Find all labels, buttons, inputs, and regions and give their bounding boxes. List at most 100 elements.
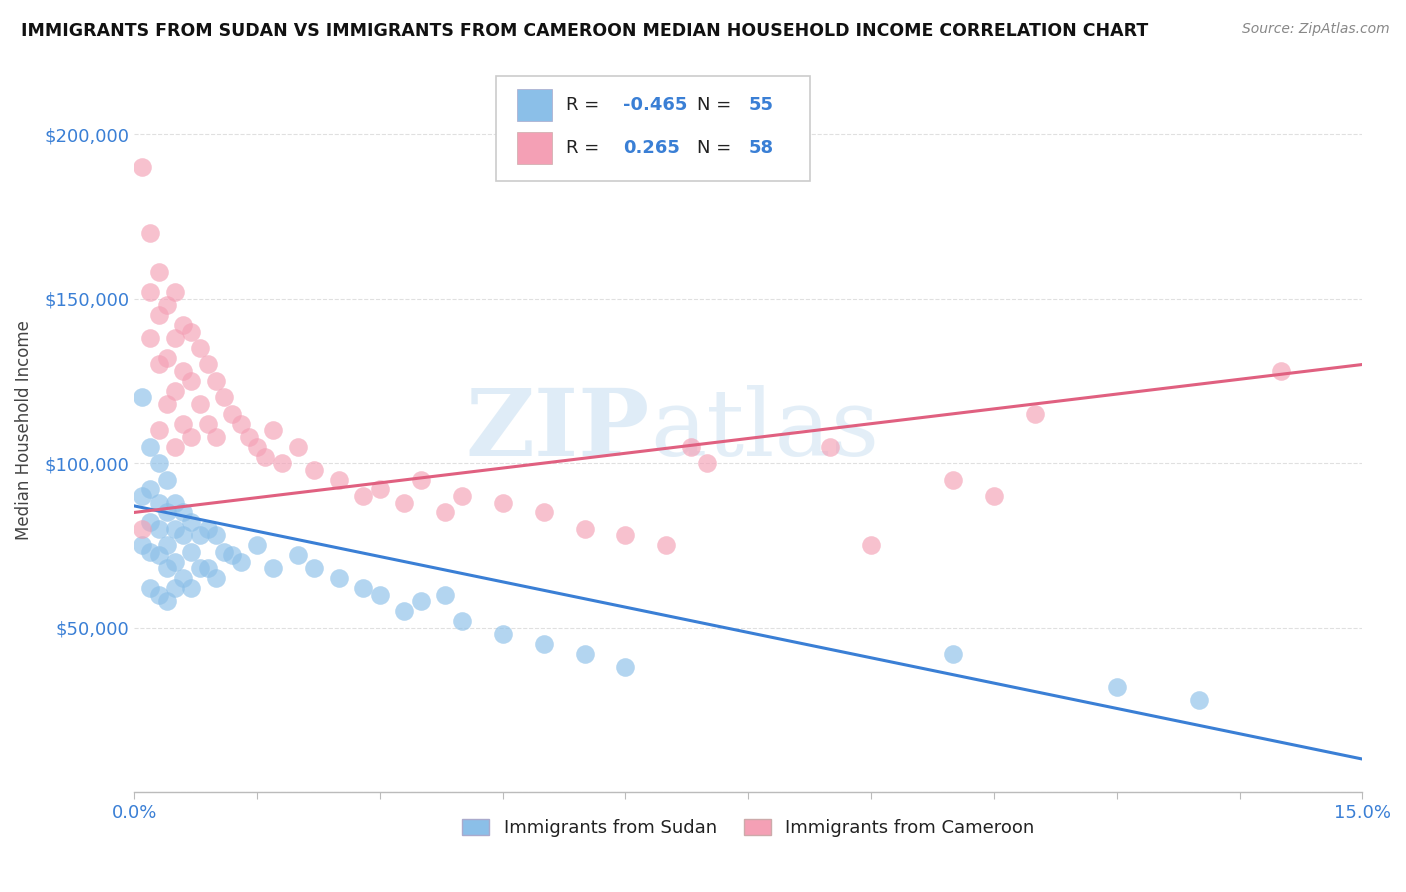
Point <box>197 522 219 536</box>
Point <box>139 440 162 454</box>
Point <box>139 285 162 300</box>
Point <box>368 483 391 497</box>
Point <box>221 548 243 562</box>
Text: N =: N = <box>697 95 737 113</box>
Point <box>139 516 162 530</box>
Point <box>246 440 269 454</box>
Point <box>574 522 596 536</box>
Point <box>148 522 170 536</box>
Point <box>163 495 186 509</box>
Point <box>180 516 202 530</box>
Point <box>696 456 718 470</box>
Point <box>156 505 179 519</box>
Point <box>434 505 457 519</box>
Text: 0.265: 0.265 <box>623 139 681 157</box>
Point <box>139 331 162 345</box>
Point <box>533 637 555 651</box>
Point <box>163 384 186 398</box>
Text: atlas: atlas <box>650 385 879 475</box>
Point <box>212 545 235 559</box>
Point <box>148 495 170 509</box>
Point <box>328 473 350 487</box>
Point <box>172 417 194 431</box>
Point <box>156 473 179 487</box>
Point <box>188 341 211 355</box>
Point <box>156 561 179 575</box>
Point <box>450 614 472 628</box>
Point <box>1188 693 1211 707</box>
Point <box>287 440 309 454</box>
Point <box>197 417 219 431</box>
Point <box>614 528 637 542</box>
Point <box>156 594 179 608</box>
Point <box>860 538 883 552</box>
Point <box>156 538 179 552</box>
Point <box>188 561 211 575</box>
Point <box>139 581 162 595</box>
Legend: Immigrants from Sudan, Immigrants from Cameroon: Immigrants from Sudan, Immigrants from C… <box>454 812 1042 845</box>
Point <box>163 522 186 536</box>
Point <box>394 604 416 618</box>
Point <box>942 473 965 487</box>
Point <box>328 571 350 585</box>
Point <box>148 456 170 470</box>
Point <box>533 505 555 519</box>
Point <box>205 430 228 444</box>
Point <box>491 627 513 641</box>
Point <box>655 538 678 552</box>
Point <box>368 588 391 602</box>
Point <box>394 495 416 509</box>
Point <box>212 390 235 404</box>
Point <box>163 440 186 454</box>
Point <box>409 473 432 487</box>
Point <box>148 588 170 602</box>
Point <box>172 528 194 542</box>
Point <box>163 581 186 595</box>
Point <box>180 581 202 595</box>
Point <box>180 430 202 444</box>
Point <box>172 318 194 332</box>
Point <box>574 647 596 661</box>
Point <box>197 561 219 575</box>
Y-axis label: Median Household Income: Median Household Income <box>15 320 32 541</box>
Point <box>229 417 252 431</box>
Point <box>491 495 513 509</box>
Point <box>172 571 194 585</box>
Point <box>163 555 186 569</box>
Point <box>197 358 219 372</box>
Point <box>352 489 374 503</box>
Point <box>818 440 841 454</box>
Text: R =: R = <box>567 139 612 157</box>
Point <box>148 308 170 322</box>
Point <box>139 483 162 497</box>
Point <box>221 407 243 421</box>
Point <box>614 660 637 674</box>
Point <box>188 397 211 411</box>
Point <box>180 545 202 559</box>
Point <box>254 450 277 464</box>
Point <box>1270 364 1292 378</box>
Bar <box>517 132 551 164</box>
Point <box>156 397 179 411</box>
Point <box>156 351 179 365</box>
Point <box>1024 407 1046 421</box>
Point <box>172 364 194 378</box>
FancyBboxPatch shape <box>496 76 810 181</box>
Point <box>304 463 326 477</box>
Text: -0.465: -0.465 <box>623 95 688 113</box>
Text: Source: ZipAtlas.com: Source: ZipAtlas.com <box>1241 22 1389 37</box>
Point <box>148 358 170 372</box>
Point <box>352 581 374 595</box>
Point <box>942 647 965 661</box>
Point <box>131 160 153 174</box>
Text: IMMIGRANTS FROM SUDAN VS IMMIGRANTS FROM CAMEROON MEDIAN HOUSEHOLD INCOME CORREL: IMMIGRANTS FROM SUDAN VS IMMIGRANTS FROM… <box>21 22 1149 40</box>
Point <box>262 423 284 437</box>
Bar <box>517 89 551 120</box>
Text: ZIP: ZIP <box>465 385 650 475</box>
Point <box>229 555 252 569</box>
Point <box>409 594 432 608</box>
Point <box>156 298 179 312</box>
Text: N =: N = <box>697 139 737 157</box>
Point <box>304 561 326 575</box>
Point <box>139 545 162 559</box>
